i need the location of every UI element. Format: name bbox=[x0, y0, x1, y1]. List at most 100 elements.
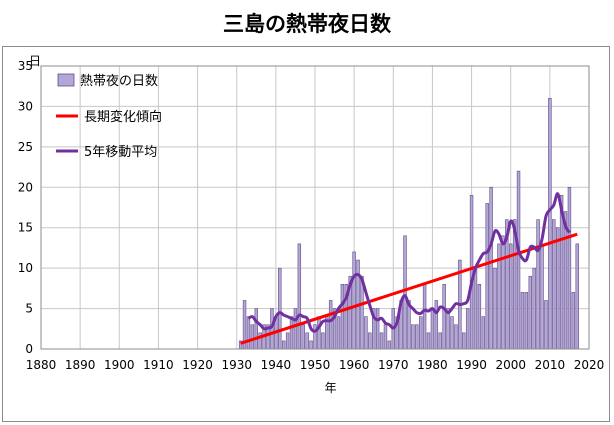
bar bbox=[465, 308, 470, 350]
legend-swatch-bars bbox=[57, 73, 75, 87]
x-tick-label: 1940 bbox=[261, 358, 292, 372]
bar bbox=[454, 324, 458, 350]
bar bbox=[430, 308, 435, 350]
bar bbox=[368, 332, 372, 350]
bar bbox=[364, 316, 368, 350]
bar bbox=[317, 316, 321, 350]
y-axis-label: 日 bbox=[29, 54, 41, 68]
x-tick-label: 1920 bbox=[182, 358, 213, 372]
bar bbox=[340, 284, 345, 350]
bar bbox=[575, 243, 579, 350]
x-tick-label: 1970 bbox=[378, 358, 409, 372]
legend-label-moving-average: 5年移動平均 bbox=[84, 145, 157, 160]
bar bbox=[418, 316, 423, 350]
bar bbox=[544, 300, 548, 350]
bar bbox=[532, 267, 536, 350]
bar bbox=[571, 292, 576, 350]
bar-series bbox=[238, 98, 579, 350]
bar bbox=[563, 211, 568, 350]
bar bbox=[524, 292, 529, 350]
bar bbox=[305, 332, 309, 350]
legend-label-trend: 長期変化傾向 bbox=[84, 109, 162, 125]
chart-title: 三島の熱帯夜日数 bbox=[223, 12, 391, 36]
bar bbox=[477, 284, 482, 350]
x-tick-label: 1910 bbox=[143, 358, 174, 372]
bar bbox=[328, 300, 333, 350]
trend-line bbox=[240, 232, 578, 345]
bar bbox=[313, 324, 317, 350]
x-tick-label: 2000 bbox=[495, 358, 526, 372]
bar bbox=[289, 316, 294, 350]
bar bbox=[387, 340, 392, 350]
legend-label-bars: 熱帯夜の日数 bbox=[80, 74, 158, 89]
bar bbox=[485, 203, 489, 350]
bar bbox=[415, 324, 419, 350]
moving-average-line bbox=[247, 192, 571, 333]
bar bbox=[375, 308, 380, 350]
bar bbox=[250, 324, 255, 350]
bar bbox=[301, 324, 305, 350]
y-tick-label: 5 bbox=[25, 302, 33, 316]
axes: 0 5 10 15 20 25 30 35 1880 1890 1900 1910 1920 1930 19… bbox=[18, 54, 605, 395]
bar bbox=[278, 267, 282, 350]
x-tick-label: 1990 bbox=[456, 358, 487, 372]
bar bbox=[567, 186, 572, 350]
bar bbox=[309, 340, 313, 350]
bar bbox=[446, 308, 450, 350]
bar bbox=[383, 324, 388, 350]
bar bbox=[548, 98, 552, 350]
bar bbox=[426, 332, 431, 350]
bar bbox=[422, 284, 427, 350]
bar bbox=[411, 324, 415, 350]
bar bbox=[352, 251, 356, 350]
bar bbox=[297, 243, 302, 350]
x-tick-label: 2020 bbox=[574, 358, 605, 372]
bar bbox=[489, 186, 493, 350]
x-tick-label: 1900 bbox=[104, 358, 135, 372]
plot-area-border bbox=[40, 65, 590, 350]
x-tick-label: 1950 bbox=[300, 358, 331, 372]
bar bbox=[434, 300, 439, 350]
bar bbox=[528, 275, 532, 350]
bar bbox=[555, 227, 560, 350]
bar bbox=[520, 292, 525, 350]
y-tick-label: 25 bbox=[18, 140, 33, 154]
bar bbox=[285, 332, 290, 350]
bar bbox=[438, 332, 442, 350]
bar bbox=[473, 267, 478, 350]
bar bbox=[321, 332, 325, 350]
x-tick-label: 1930 bbox=[221, 358, 252, 372]
bar bbox=[336, 316, 341, 350]
bar bbox=[246, 316, 251, 350]
bar bbox=[493, 267, 497, 350]
bar bbox=[450, 316, 454, 350]
bar bbox=[379, 332, 384, 350]
bar bbox=[403, 235, 407, 350]
bar bbox=[281, 340, 286, 350]
bar bbox=[509, 243, 513, 350]
line-series bbox=[240, 192, 578, 345]
bar bbox=[481, 316, 486, 350]
y-tick-label: 0 bbox=[25, 342, 33, 356]
y-tick-label: 15 bbox=[18, 221, 33, 235]
x-tick-label: 1960 bbox=[339, 358, 370, 372]
y-tick-label: 10 bbox=[18, 261, 33, 275]
bar bbox=[501, 235, 505, 350]
x-axis-label: 年 bbox=[325, 381, 337, 395]
bar bbox=[516, 170, 521, 350]
x-tick-label: 2010 bbox=[535, 358, 566, 372]
x-tick-label: 1890 bbox=[65, 358, 96, 372]
y-tick-label: 20 bbox=[18, 180, 33, 194]
bar bbox=[442, 284, 446, 350]
y-tick-label: 30 bbox=[18, 99, 33, 113]
bar bbox=[536, 219, 540, 350]
bar bbox=[540, 243, 544, 350]
x-tick-label: 1980 bbox=[417, 358, 448, 372]
bar bbox=[254, 308, 258, 350]
bar bbox=[462, 332, 466, 350]
bar bbox=[469, 195, 474, 350]
bar bbox=[293, 308, 298, 350]
y-tick-label: 35 bbox=[18, 59, 33, 73]
